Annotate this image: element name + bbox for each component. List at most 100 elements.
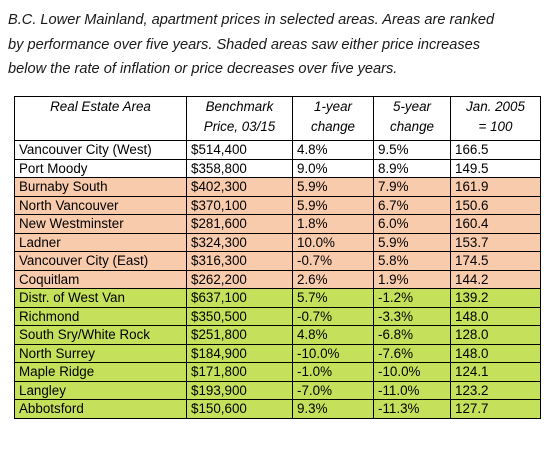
index-cell: 128.0 bbox=[450, 325, 541, 345]
one-year-change-cell: 9.3% bbox=[292, 399, 374, 419]
area-cell: Abbotsford bbox=[14, 399, 187, 419]
table-body: Vancouver City (West) $514,400 4.8% 9.5% 166… bbox=[14, 140, 541, 419]
five-year-change-cell: -11.3% bbox=[373, 399, 451, 419]
table-row: Burnaby South $402,300 5.9% 7.9% 161.9 bbox=[14, 177, 541, 197]
one-year-change-cell: -1.0% bbox=[292, 362, 374, 382]
one-year-change-cell: 2.6% bbox=[292, 269, 374, 289]
index-cell: 144.2 bbox=[450, 269, 541, 289]
caption-line: by performance over five years. Shaded a… bbox=[8, 36, 481, 53]
header-1-year-change: 1-year change bbox=[292, 96, 374, 141]
benchmark-price-cell: $350,500 bbox=[186, 306, 293, 326]
table-caption: B.C. Lower Mainland, apartment prices in… bbox=[8, 8, 542, 82]
benchmark-price-cell: $402,300 bbox=[186, 177, 293, 197]
five-year-change-cell: -10.0% bbox=[373, 362, 451, 382]
benchmark-price-cell: $193,900 bbox=[186, 380, 293, 400]
header-label: Benchmark bbox=[205, 99, 274, 114]
one-year-change-cell: -0.7% bbox=[292, 251, 374, 271]
index-cell: 150.6 bbox=[450, 195, 541, 215]
index-cell: 139.2 bbox=[450, 288, 541, 308]
index-cell: 153.7 bbox=[450, 232, 541, 252]
apartment-prices-table: Real Estate Area Benchmark Price, 03/15 … bbox=[14, 96, 541, 419]
one-year-change-cell: -10.0% bbox=[292, 343, 374, 363]
header-label: Real Estate Area bbox=[50, 99, 151, 114]
table-row: Langley $193,900 -7.0% -11.0% 123.2 bbox=[14, 380, 541, 400]
benchmark-price-cell: $514,400 bbox=[186, 140, 293, 160]
table-row: Port Moody $358,800 9.0% 8.9% 149.5 bbox=[14, 158, 541, 178]
index-cell: 160.4 bbox=[450, 214, 541, 234]
header-benchmark-price: Benchmark Price, 03/15 bbox=[186, 96, 293, 141]
five-year-change-cell: 5.9% bbox=[373, 232, 451, 252]
index-cell: 174.5 bbox=[450, 251, 541, 271]
benchmark-price-cell: $262,200 bbox=[186, 269, 293, 289]
header-label: Price, 03/15 bbox=[203, 119, 276, 134]
area-cell: South Sry/White Rock bbox=[14, 325, 187, 345]
five-year-change-cell: 6.0% bbox=[373, 214, 451, 234]
five-year-change-cell: 6.7% bbox=[373, 195, 451, 215]
header-label: Jan. 2005 bbox=[466, 99, 525, 114]
area-cell: North Surrey bbox=[14, 343, 187, 363]
five-year-change-cell: -11.0% bbox=[373, 380, 451, 400]
benchmark-price-cell: $251,800 bbox=[186, 325, 293, 345]
area-cell: New Westminster bbox=[14, 214, 187, 234]
header-label: = 100 bbox=[478, 119, 513, 134]
table-row: South Sry/White Rock $251,800 4.8% -6.8% 128… bbox=[14, 325, 541, 345]
benchmark-price-cell: $281,600 bbox=[186, 214, 293, 234]
area-cell: Maple Ridge bbox=[14, 362, 187, 382]
one-year-change-cell: 5.9% bbox=[292, 195, 374, 215]
caption-line: below the rate of inflation or price dec… bbox=[8, 61, 398, 77]
index-cell: 123.2 bbox=[450, 380, 541, 400]
table-row: Vancouver City (West) $514,400 4.8% 9.5% 166… bbox=[14, 140, 541, 160]
index-cell: 149.5 bbox=[450, 158, 541, 178]
header-label: change bbox=[311, 119, 355, 134]
one-year-change-cell: 4.8% bbox=[292, 140, 374, 160]
header-index-jan-2005: Jan. 2005 = 100 bbox=[450, 96, 541, 141]
header-row: Real Estate Area Benchmark Price, 03/15 … bbox=[14, 96, 541, 141]
table-row: North Surrey $184,900 -10.0% -7.6% 148.0 bbox=[14, 343, 541, 363]
index-cell: 148.0 bbox=[450, 343, 541, 363]
benchmark-price-cell: $324,300 bbox=[186, 232, 293, 252]
header-label: change bbox=[390, 119, 434, 134]
one-year-change-cell: 9.0% bbox=[292, 158, 374, 178]
area-cell: Port Moody bbox=[14, 158, 187, 178]
area-cell: Burnaby South bbox=[14, 177, 187, 197]
one-year-change-cell: 5.9% bbox=[292, 177, 374, 197]
benchmark-price-cell: $637,100 bbox=[186, 288, 293, 308]
header-label: 1-year bbox=[314, 99, 352, 114]
one-year-change-cell: -0.7% bbox=[292, 306, 374, 326]
benchmark-price-cell: $184,900 bbox=[186, 343, 293, 363]
index-cell: 166.5 bbox=[450, 140, 541, 160]
benchmark-price-cell: $171,800 bbox=[186, 362, 293, 382]
one-year-change-cell: 1.8% bbox=[292, 214, 374, 234]
five-year-change-cell: 1.9% bbox=[373, 269, 451, 289]
table-row: Maple Ridge $171,800 -1.0% -10.0% 124.1 bbox=[14, 362, 541, 382]
benchmark-price-cell: $358,800 bbox=[186, 158, 293, 178]
benchmark-price-cell: $370,100 bbox=[186, 195, 293, 215]
table-row: Vancouver City (East) $316,300 -0.7% 5.8% 17… bbox=[14, 251, 541, 271]
header-real-estate-area: Real Estate Area bbox=[14, 96, 187, 141]
table-row: North Vancouver $370,100 5.9% 6.7% 150.6 bbox=[14, 195, 541, 215]
five-year-change-cell: 5.8% bbox=[373, 251, 451, 271]
table-row: Distr. of West Van $637,100 5.7% -1.2% 139.2 bbox=[14, 288, 541, 308]
benchmark-price-cell: $150,600 bbox=[186, 399, 293, 419]
index-cell: 127.7 bbox=[450, 399, 541, 419]
area-cell: Vancouver City (West) bbox=[14, 140, 187, 160]
five-year-change-cell: 8.9% bbox=[373, 158, 451, 178]
five-year-change-cell: -3.3% bbox=[373, 306, 451, 326]
table-row: Ladner $324,300 10.0% 5.9% 153.7 bbox=[14, 232, 541, 252]
table-row: New Westminster $281,600 1.8% 6.0% 160.4 bbox=[14, 214, 541, 234]
header-5-year-change: 5-year change bbox=[373, 96, 451, 141]
benchmark-price-cell: $316,300 bbox=[186, 251, 293, 271]
five-year-change-cell: 7.9% bbox=[373, 177, 451, 197]
one-year-change-cell: -7.0% bbox=[292, 380, 374, 400]
five-year-change-cell: 9.5% bbox=[373, 140, 451, 160]
five-year-change-cell: -1.2% bbox=[373, 288, 451, 308]
header-label: 5-year bbox=[393, 99, 431, 114]
caption-line: B.C. Lower Mainland, apartment prices in… bbox=[8, 12, 495, 28]
index-cell: 148.0 bbox=[450, 306, 541, 326]
table-row: Richmond $350,500 -0.7% -3.3% 148.0 bbox=[14, 306, 541, 326]
one-year-change-cell: 4.8% bbox=[292, 325, 374, 345]
table-row: Coquitlam $262,200 2.6% 1.9% 144.2 bbox=[14, 269, 541, 289]
area-cell: Vancouver City (East) bbox=[14, 251, 187, 271]
area-cell: Coquitlam bbox=[14, 269, 187, 289]
five-year-change-cell: -6.8% bbox=[373, 325, 451, 345]
